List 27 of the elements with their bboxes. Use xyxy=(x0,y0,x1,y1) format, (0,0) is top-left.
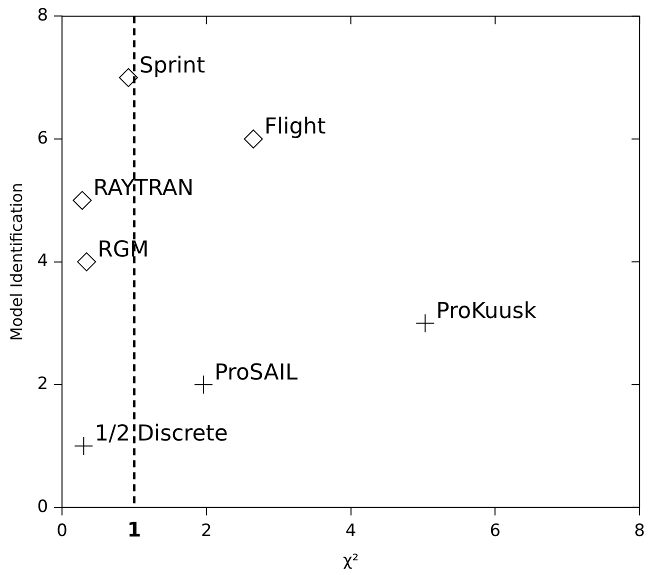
ref-line-label: 1 xyxy=(127,518,142,542)
point xyxy=(194,375,214,394)
point xyxy=(244,130,263,148)
point xyxy=(74,436,94,456)
annotation: 1/2 Discrete xyxy=(94,422,228,447)
y-axis-title: Model Identification xyxy=(6,182,26,341)
annotation: RGM xyxy=(98,238,149,263)
x-axis-title: χ² xyxy=(342,550,359,570)
y-tick-label: 8 xyxy=(37,6,48,26)
annotation: ProKuusk xyxy=(436,298,537,324)
annotation: RAYTRAN xyxy=(93,176,194,202)
y-tick-label: 2 xyxy=(37,374,48,394)
x-tick-label: 0 xyxy=(56,521,68,542)
x-tick-label: 8 xyxy=(634,521,646,542)
x-tick-label: 4 xyxy=(345,521,356,542)
point xyxy=(77,252,96,272)
point xyxy=(416,314,435,333)
annotation: Flight xyxy=(264,114,326,140)
y-tick-label: 4 xyxy=(37,251,48,272)
x-tick-label: 2 xyxy=(200,521,212,542)
x-tick-label: 6 xyxy=(490,521,501,542)
point xyxy=(72,190,92,210)
y-tick-label: 0 xyxy=(37,496,48,517)
annotation: Sprint xyxy=(139,53,206,78)
y-tick-label: 6 xyxy=(37,128,48,148)
annotation: ProSAIL xyxy=(214,360,298,386)
point xyxy=(118,68,138,88)
